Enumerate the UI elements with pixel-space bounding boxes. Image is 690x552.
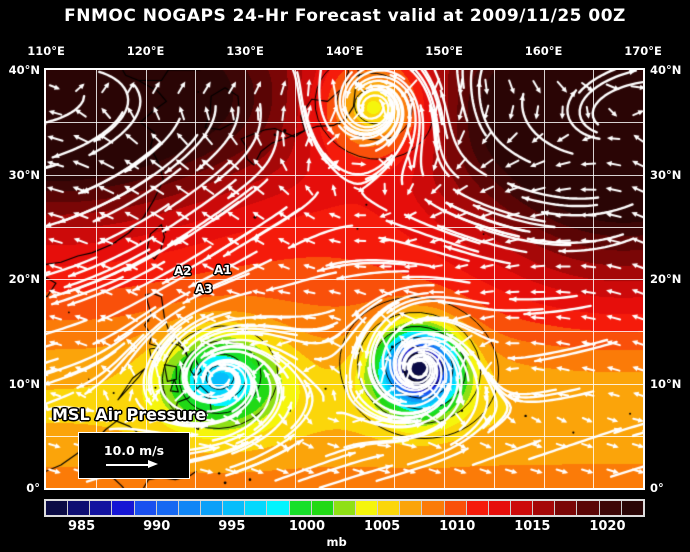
point-label-a3: A3 [195,282,213,296]
wind-scale-legend: 10.0 m/s [78,432,190,479]
colorbar-tick-label: 1000 [289,519,325,534]
colorbar-cell [157,501,179,515]
lat-tick-label-right: 20°N [650,272,681,286]
colorbar-cell [422,501,444,515]
lon-tick-label: 120°E [127,44,165,58]
field-label: MSL Air Pressure [52,405,206,424]
colorbar-tick-label: 1015 [514,519,550,534]
colorbar-cell [201,501,223,515]
colorbar-cell [600,501,622,515]
colorbar-cell [46,501,68,515]
colorbar-tick-label: 1020 [589,519,625,534]
colorbar-tick-label: 990 [143,519,170,534]
colorbar-cell [356,501,378,515]
colorbar-cell [112,501,134,515]
gridline-horizontal [46,331,643,332]
forecast-chart-page: FNMOC NOGAPS 24-Hr Forecast valid at 200… [0,0,690,552]
lat-tick-label-right: 30°N [650,168,681,182]
colorbar-cell [68,501,90,515]
colorbar-cell [555,501,577,515]
lon-tick-label: 130°E [226,44,264,58]
lat-tick-label-left: 30°N [9,168,40,182]
lat-tick-label-right: 10°N [650,377,681,391]
colorbar-tick-label: 985 [68,519,95,534]
colorbar-cell [334,501,356,515]
colorbar-cell [135,501,157,515]
colorbar-cell [267,501,289,515]
colorbar-cell [223,501,245,515]
colorbar-tick-label: 1005 [364,519,400,534]
wind-arrow-icon [106,460,162,469]
map-plot-area[interactable]: A2 A1 A3 [44,68,645,490]
colorbar-units: mb [326,535,346,549]
colorbar-cell [245,501,267,515]
colorbar-cell [400,501,422,515]
colorbar-cell [179,501,201,515]
colorbar-cell [312,501,334,515]
colorbar-cell [467,501,489,515]
wind-scale-value: 10.0 m/s [104,443,164,458]
point-label-a1: A1 [214,263,232,277]
lat-tick-label-left: 40°N [9,63,40,77]
lat-tick-label-left: 20°N [9,272,40,286]
colorbar-cell [533,501,555,515]
lat-tick-label-right: 0° [650,481,664,495]
colorbar-cell [511,501,533,515]
colorbar[interactable] [44,499,645,517]
colorbar-cell [90,501,112,515]
lon-tick-label: 150°E [425,44,463,58]
colorbar-cell [290,501,312,515]
lat-tick-label-left: 10°N [9,377,40,391]
gridline-horizontal [46,175,643,176]
lon-tick-label: 160°E [525,44,563,58]
gridline-horizontal [46,227,643,228]
gridline-horizontal [46,122,643,123]
lon-tick-label: 110°E [27,44,65,58]
gridline-horizontal [46,384,643,385]
lon-tick-label: 170°E [624,44,662,58]
colorbar-tick-label: 1010 [439,519,475,534]
colorbar-cell [489,501,511,515]
colorbar-cell [622,501,643,515]
gridline-horizontal [46,279,643,280]
lat-tick-label-left: 0° [26,481,40,495]
page-title: FNMOC NOGAPS 24-Hr Forecast valid at 200… [0,6,690,26]
colorbar-cell [378,501,400,515]
colorbar-cell [577,501,599,515]
lon-tick-label: 140°E [326,44,364,58]
point-label-a2: A2 [174,264,192,278]
colorbar-cell [445,501,467,515]
colorbar-tick-label: 995 [218,519,245,534]
lat-tick-label-right: 40°N [650,63,681,77]
